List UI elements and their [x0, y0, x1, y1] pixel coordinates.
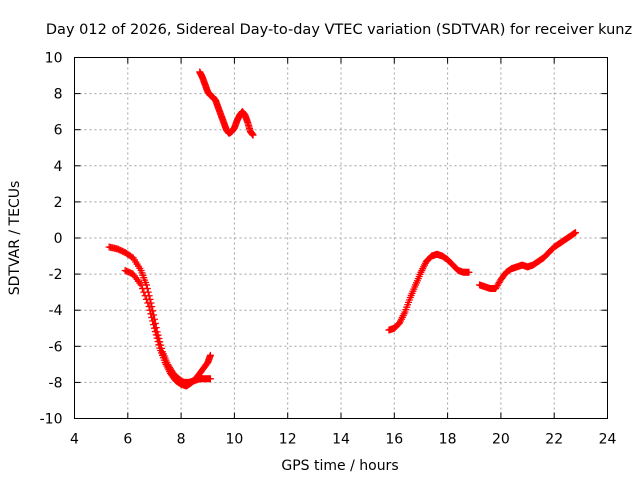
y-tick-label: -10: [40, 412, 63, 428]
x-tick-label: 4: [70, 432, 79, 448]
x-axis-ticks: 4 6 8 10 12 14 16 18 20 22 24: [70, 57, 617, 448]
data-points: [105, 68, 580, 390]
series-arc-1: [105, 243, 214, 386]
y-tick-label: 8: [54, 87, 63, 103]
y-tick-label: 2: [54, 195, 63, 211]
y-tick-label: 10: [45, 51, 63, 67]
y-axis-ticks: -10 -8 -6 -4 -2 0 2 4 6 8 10: [40, 51, 608, 428]
x-tick-label: 16: [385, 432, 403, 448]
data-point-interp: [147, 310, 155, 318]
data-point: [206, 375, 214, 383]
data-point: [150, 324, 158, 332]
x-tick-label: 24: [599, 432, 617, 448]
data-point-interp: [138, 285, 146, 293]
data-point: [572, 229, 580, 237]
y-tick-label: -2: [49, 267, 63, 283]
series-arc-4: [385, 250, 473, 334]
y-tick-label: 4: [54, 159, 63, 175]
x-tick-label: 22: [545, 432, 563, 448]
x-tick-label: 20: [492, 432, 510, 448]
x-tick-label: 8: [177, 432, 186, 448]
series-arc-5: [476, 229, 580, 293]
data-point-interp: [151, 328, 159, 336]
grid-lines: [74, 57, 608, 419]
data-point: [206, 351, 214, 359]
x-tick-label: 14: [332, 432, 350, 448]
x-tick-label: 18: [439, 432, 457, 448]
data-point-interp: [142, 295, 150, 303]
x-tick-label: 6: [123, 432, 132, 448]
data-point-interp: [149, 317, 157, 325]
data-point-interp: [146, 306, 154, 314]
data-point-interp: [154, 337, 162, 345]
y-tick-label: 0: [54, 231, 63, 247]
y-axis-label: SDTVAR / TECUs: [7, 181, 23, 296]
y-tick-label: -6: [49, 339, 63, 355]
series-arc-2: [121, 266, 214, 390]
data-point-interp: [152, 331, 160, 339]
chart-title: Day 012 of 2026, Sidereal Day-to-day VTE…: [46, 22, 632, 38]
data-point-interp: [141, 292, 149, 300]
data-point-interp: [155, 341, 163, 349]
data-point: [249, 131, 257, 139]
series-arc-3: [196, 68, 257, 139]
x-tick-label: 10: [225, 432, 243, 448]
data-point: [465, 268, 473, 276]
data-point: [137, 281, 145, 289]
y-tick-label: -8: [49, 375, 63, 391]
x-axis-label: GPS time / hours: [281, 458, 398, 474]
y-tick-label: 6: [54, 123, 63, 139]
data-point-interp: [150, 321, 158, 329]
data-point: [145, 303, 153, 311]
data-point-interp: [140, 288, 148, 296]
x-tick-label: 12: [279, 432, 297, 448]
data-point-interp: [144, 299, 152, 307]
y-tick-label: -4: [49, 303, 63, 319]
data-point-interp: [148, 313, 156, 321]
data-point-interp: [153, 334, 161, 342]
